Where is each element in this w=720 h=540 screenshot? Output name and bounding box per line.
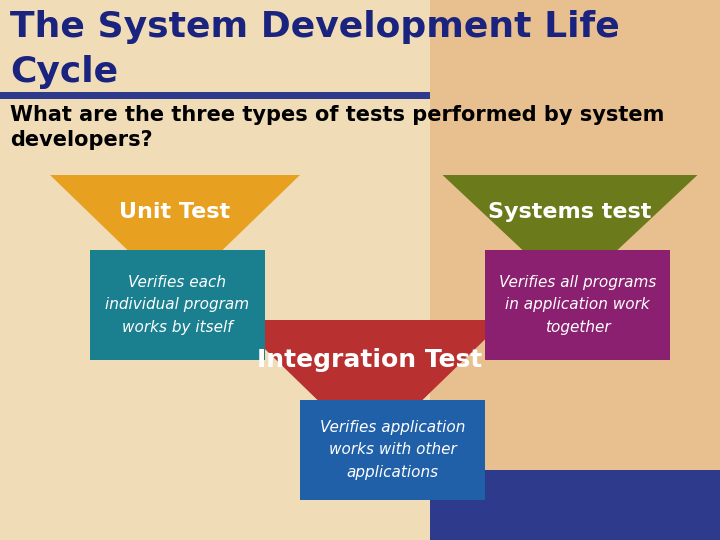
Polygon shape [50, 175, 300, 250]
Bar [430, 0, 720, 540]
Text: The System Development Life: The System Development Life [10, 10, 620, 44]
Text: Verifies application
works with other
applications: Verifies application works with other ap… [320, 420, 465, 480]
Text: What are the three types of tests performed by system: What are the three types of tests perfor… [10, 105, 665, 125]
Text: Unit Test: Unit Test [120, 202, 230, 222]
Bar [485, 250, 670, 360]
Text: Verifies each
individual program
works by itself: Verifies each individual program works b… [105, 275, 250, 335]
Text: Verifies all programs
in application work
together: Verifies all programs in application wor… [499, 275, 656, 335]
Text: developers?: developers? [10, 130, 153, 150]
Bar [0, 92, 430, 99]
Polygon shape [443, 175, 698, 250]
Text: Cycle: Cycle [10, 55, 118, 89]
Bar [300, 400, 485, 500]
Bar [0, 0, 430, 540]
Text: Systems test: Systems test [488, 202, 652, 222]
Polygon shape [235, 320, 505, 400]
Bar [90, 250, 265, 360]
Bar [430, 470, 720, 540]
Text: Integration Test: Integration Test [257, 348, 482, 372]
